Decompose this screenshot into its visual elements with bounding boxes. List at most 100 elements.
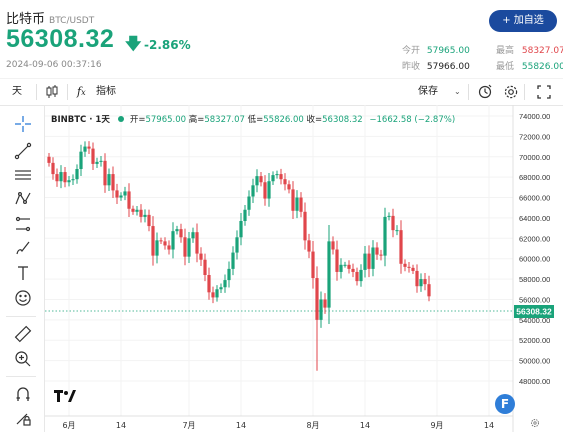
candle-body: [283, 179, 287, 185]
candle-body: [67, 180, 71, 183]
lock-pencil-icon[interactable]: [14, 409, 32, 427]
stat-low: 最低 55826.00: [496, 62, 563, 72]
candle-type-icon[interactable]: [45, 79, 59, 105]
price-tick-label: 60000.00: [519, 255, 550, 264]
price-tick-label: 74000.00: [519, 112, 550, 121]
candle-body: [83, 146, 87, 152]
candle-body: [327, 241, 331, 308]
candle-body: [399, 230, 403, 264]
time-tick-label: 14: [484, 421, 494, 430]
candle-body: [247, 196, 251, 210]
settings-gear-icon[interactable]: [503, 79, 519, 105]
candle-body: [171, 231, 175, 250]
candle-body: [79, 151, 83, 169]
stat-high: 最高 58327.07: [496, 46, 563, 56]
pattern-icon[interactable]: [14, 190, 32, 208]
price-tick-label: 50000.00: [519, 357, 550, 366]
candle-body: [379, 254, 383, 256]
candle-body: [111, 174, 115, 191]
candle-body: [331, 241, 335, 250]
candle-body: [287, 184, 291, 190]
candle-body: [323, 299, 327, 308]
candle-body: [355, 271, 359, 282]
candle-body: [227, 268, 231, 281]
price-tick-label: 64000.00: [519, 214, 550, 223]
candle-body: [163, 241, 167, 246]
time-tick-label: 7月: [182, 421, 195, 430]
candle-body: [183, 237, 187, 257]
stat-prev-close: 昨收 57966.00: [401, 62, 470, 72]
candle-body: [191, 232, 195, 239]
interval-selector[interactable]: 天: [12, 86, 22, 97]
candle-body: [167, 245, 171, 250]
candle-body: [411, 267, 415, 271]
indicators-button[interactable]: 指标: [96, 86, 116, 97]
indicators-icon[interactable]: fx: [77, 85, 86, 98]
emoji-icon[interactable]: [14, 289, 32, 307]
ruler-icon[interactable]: [14, 325, 32, 343]
candle-body: [123, 191, 127, 196]
candle-body: [303, 211, 307, 241]
floating-action-icon[interactable]: F: [495, 394, 515, 414]
magnet-icon[interactable]: [14, 385, 32, 403]
brush-icon[interactable]: [14, 239, 32, 257]
chevron-down-icon[interactable]: ⌄: [454, 87, 461, 96]
candle-body: [279, 174, 283, 180]
timestamp: 2024-09-06 00:37:16: [6, 60, 102, 70]
asset-name: 比特币 BTC/USDT: [6, 12, 95, 27]
legend-low: 55826.00: [263, 115, 304, 125]
candle-body: [267, 181, 271, 199]
price-tick-label: 48000.00: [519, 377, 550, 386]
candle-body: [335, 249, 339, 272]
legend-change: −1662.58 (−2.87%): [369, 115, 456, 125]
horizontal-lines-icon[interactable]: [14, 166, 32, 184]
crosshair-icon[interactable]: [14, 115, 32, 133]
candle-body: [55, 174, 59, 182]
candle-body: [91, 148, 95, 164]
save-button[interactable]: 保存: [418, 86, 438, 97]
projection-icon[interactable]: [14, 215, 32, 233]
candle-body: [203, 259, 207, 275]
time-axis: 6月 14 7月 14 8月 14 9月 14: [62, 421, 494, 430]
price-tick-label: 70000.00: [519, 153, 550, 162]
candle-body: [375, 247, 379, 255]
candle-body: [71, 179, 75, 181]
alert-clock-icon[interactable]: [477, 79, 493, 105]
add-watchlist-button[interactable]: + 加自选: [489, 10, 557, 32]
tradingview-logo[interactable]: [54, 389, 76, 405]
candle-body: [383, 216, 387, 256]
candle-body: [251, 185, 255, 197]
last-price-tag: [514, 305, 554, 318]
price-tick-label: 62000.00: [519, 234, 550, 243]
candle-body: [151, 226, 155, 256]
toolbar-divider: [67, 84, 68, 100]
legend-symbol[interactable]: BINBTC · 1天: [51, 115, 110, 125]
chart-legend: BINBTC · 1天 开=57965.00 高=58327.07 低=55826…: [51, 115, 456, 125]
candle-body: [391, 215, 395, 231]
candle-body: [339, 264, 343, 272]
price-tick-label: 56000.00: [519, 295, 550, 304]
time-tick-label: 14: [116, 421, 126, 430]
price-tick-label: 66000.00: [519, 194, 550, 203]
candle-body: [47, 156, 51, 163]
candle-body: [75, 169, 79, 180]
time-tick-label: 8月: [306, 421, 319, 430]
candle-body: [415, 270, 419, 287]
candle-body: [159, 240, 163, 242]
text-tool-icon[interactable]: [14, 264, 32, 282]
stats-left: 今开 57965.00 昨收 57966.00: [400, 43, 470, 75]
candles: [47, 141, 431, 371]
candle-body: [311, 251, 315, 279]
zoom-in-icon[interactable]: [14, 350, 32, 368]
trend-line-icon[interactable]: [14, 142, 32, 160]
candle-body: [179, 229, 183, 238]
price-axis: 74000.00 72000.00 70000.00 68000.00 66000.00…: [519, 112, 550, 386]
candle-body: [231, 252, 235, 269]
fullscreen-icon[interactable]: [536, 79, 552, 105]
time-tick-label: 6月: [62, 421, 75, 430]
toolbar-divider: [36, 84, 37, 100]
candle-body: [255, 176, 259, 186]
toolbar-divider: [468, 84, 469, 100]
candle-body: [359, 269, 363, 282]
